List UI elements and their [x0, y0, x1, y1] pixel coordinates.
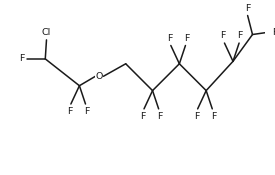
Text: F: F — [167, 34, 172, 43]
Text: F: F — [140, 112, 145, 121]
Text: F: F — [211, 112, 216, 121]
Text: Cl: Cl — [42, 28, 51, 37]
Text: F: F — [194, 112, 199, 121]
Text: F: F — [67, 107, 72, 116]
Text: F: F — [273, 28, 275, 37]
Text: F: F — [19, 54, 24, 63]
Text: F: F — [245, 4, 250, 13]
Text: F: F — [184, 34, 189, 43]
Text: F: F — [157, 112, 163, 121]
Text: F: F — [84, 107, 89, 116]
Text: F: F — [221, 31, 226, 40]
Text: O: O — [96, 72, 103, 81]
Text: F: F — [238, 31, 243, 40]
